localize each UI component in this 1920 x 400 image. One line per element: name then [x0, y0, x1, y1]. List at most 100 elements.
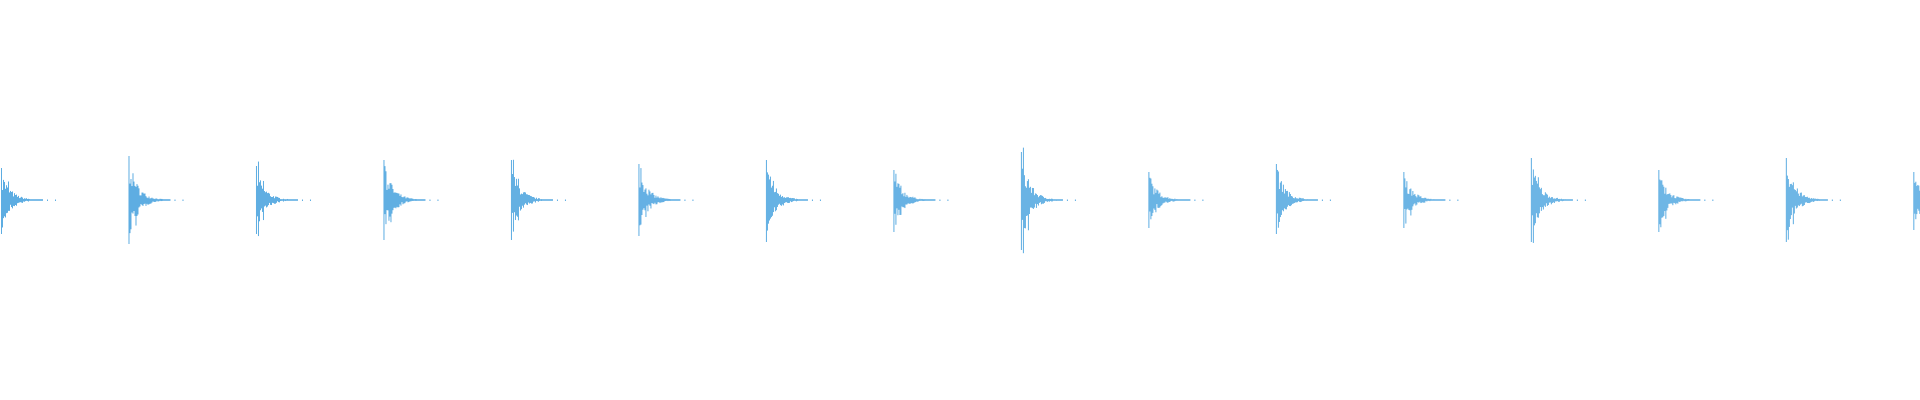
waveform-sample — [1055, 199, 1057, 201]
waveform-sample — [1021, 168, 1023, 220]
waveform-tail — [684, 199, 686, 201]
waveform-sample — [1164, 197, 1166, 203]
waveform-sample — [1408, 194, 1410, 210]
waveform-sample — [256, 185, 258, 217]
waveform-sample — [1799, 192, 1801, 205]
waveform-burst — [1785, 158, 1841, 242]
waveform-sample — [1698, 199, 1700, 201]
waveform-sample — [396, 192, 398, 207]
waveform-sample — [146, 197, 148, 204]
waveform-sample — [1049, 199, 1051, 201]
waveform-sample — [164, 199, 166, 201]
waveform-sample — [1443, 199, 1445, 201]
waveform-sample — [1024, 186, 1026, 229]
waveform-sample — [1026, 181, 1028, 216]
waveform-burst — [255, 161, 311, 237]
waveform-sample — [142, 192, 144, 206]
waveform-sample — [1287, 196, 1289, 205]
waveform-tail — [437, 199, 439, 201]
waveform-sample — [1683, 198, 1685, 201]
waveform-sample — [165, 199, 167, 201]
waveform-sample — [1028, 187, 1030, 214]
waveform-sample — [1310, 199, 1312, 201]
waveform-sample — [1680, 197, 1682, 202]
waveform-sample — [1663, 186, 1665, 216]
waveform-sample — [130, 179, 132, 230]
waveform-sample — [1042, 196, 1044, 204]
waveform-sample — [1184, 199, 1186, 201]
waveform-sample — [1412, 191, 1414, 207]
waveform-sample — [1798, 195, 1800, 207]
waveform-burst — [893, 170, 949, 232]
waveform-sample — [1421, 198, 1423, 203]
waveform-sample — [141, 192, 143, 206]
waveform-sample — [1314, 199, 1316, 201]
waveform-sample — [524, 192, 526, 204]
waveform-sample — [1178, 199, 1180, 201]
waveform-sample — [789, 197, 791, 202]
waveform-sample — [784, 197, 786, 203]
waveform-burst — [128, 156, 184, 244]
waveform-sample — [151, 197, 153, 203]
waveform-sample — [1313, 199, 1315, 201]
waveform-sample — [1159, 192, 1161, 208]
waveform-sample — [421, 199, 423, 201]
waveform-sample — [386, 189, 388, 211]
waveform-sample — [1541, 194, 1543, 208]
waveform-sample — [513, 177, 515, 213]
waveform-sample — [767, 174, 769, 224]
waveform-sample — [675, 199, 677, 201]
waveform-sample — [1404, 178, 1406, 209]
waveform-sample — [29, 199, 30, 201]
waveform-sample — [902, 193, 904, 208]
waveform-sample — [1550, 197, 1552, 205]
waveform-sample — [1298, 197, 1300, 202]
waveform-sample — [1281, 191, 1283, 211]
waveform-tail — [1457, 199, 1459, 201]
waveform-sample — [292, 199, 294, 201]
waveform-sample — [641, 182, 643, 216]
waveform-sample — [657, 196, 659, 203]
waveform-sample — [1826, 199, 1828, 201]
waveform-sample — [158, 199, 160, 202]
waveform-sample — [36, 199, 37, 201]
waveform-sample — [410, 198, 412, 202]
waveform-sample — [797, 199, 799, 201]
waveform-sample — [159, 198, 161, 201]
waveform-sample — [1047, 198, 1049, 202]
waveform-sample — [13, 196, 14, 206]
waveform-sample — [794, 199, 796, 201]
waveform-sample — [677, 199, 679, 201]
waveform-sample — [7, 187, 8, 213]
waveform-sample — [20, 197, 21, 203]
waveform-sample — [167, 199, 169, 201]
waveform-sample — [913, 197, 915, 203]
waveform-sample — [1416, 197, 1418, 205]
waveform-sample — [1152, 186, 1154, 213]
waveform-sample — [412, 198, 414, 201]
waveform-sample — [1300, 198, 1302, 202]
waveform-sample — [537, 198, 539, 202]
waveform-sample — [5, 188, 6, 218]
waveform-sample — [1279, 182, 1281, 218]
waveform-sample — [147, 198, 149, 205]
waveform-sample — [1693, 199, 1695, 201]
waveform-tail — [1704, 199, 1706, 201]
waveform-sample — [129, 183, 131, 234]
waveform-sample — [1292, 198, 1294, 204]
waveform-sample — [1686, 199, 1688, 201]
waveform-sample — [391, 184, 393, 214]
waveform-sample — [255, 166, 257, 234]
waveform-sample — [1658, 170, 1660, 232]
waveform-sample — [404, 196, 406, 204]
waveform-sample — [780, 196, 782, 206]
waveform-sample — [1158, 193, 1160, 208]
waveform-sample — [41, 199, 42, 201]
waveform-sample — [661, 198, 663, 203]
waveform-sample — [801, 199, 803, 201]
waveform-tail — [1839, 199, 1841, 201]
waveform-sample — [649, 191, 651, 206]
waveform-sample — [1917, 184, 1919, 209]
waveform-tail — [1074, 199, 1076, 201]
waveform-sample — [1183, 199, 1185, 201]
